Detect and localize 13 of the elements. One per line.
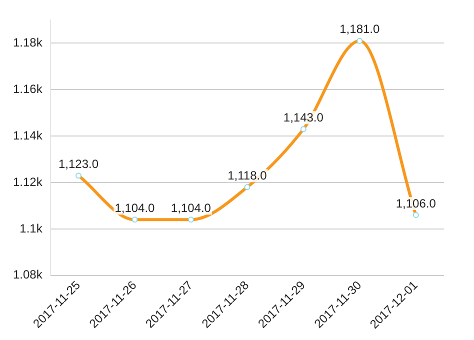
y-tick-label: 1.12k [12, 174, 44, 189]
y-tick-label: 1.18k [12, 36, 44, 50]
data-label: 1,118.0 [228, 168, 268, 182]
y-tick-label: 1.08k [12, 268, 44, 282]
y-tick-label: 1.14k [12, 128, 44, 142]
data-label: 1,143.0 [283, 110, 324, 124]
data-label: 1,104.0 [114, 201, 156, 215]
y-tick-label: 1.16k [12, 82, 44, 96]
data-label: 1,123.0 [58, 156, 99, 171]
y-tick-label: 1.1k [20, 221, 44, 236]
data-label: 1,106.0 [396, 196, 436, 210]
data-label: 1,104.0 [170, 201, 212, 215]
data-label: 1,181.0 [340, 22, 380, 36]
